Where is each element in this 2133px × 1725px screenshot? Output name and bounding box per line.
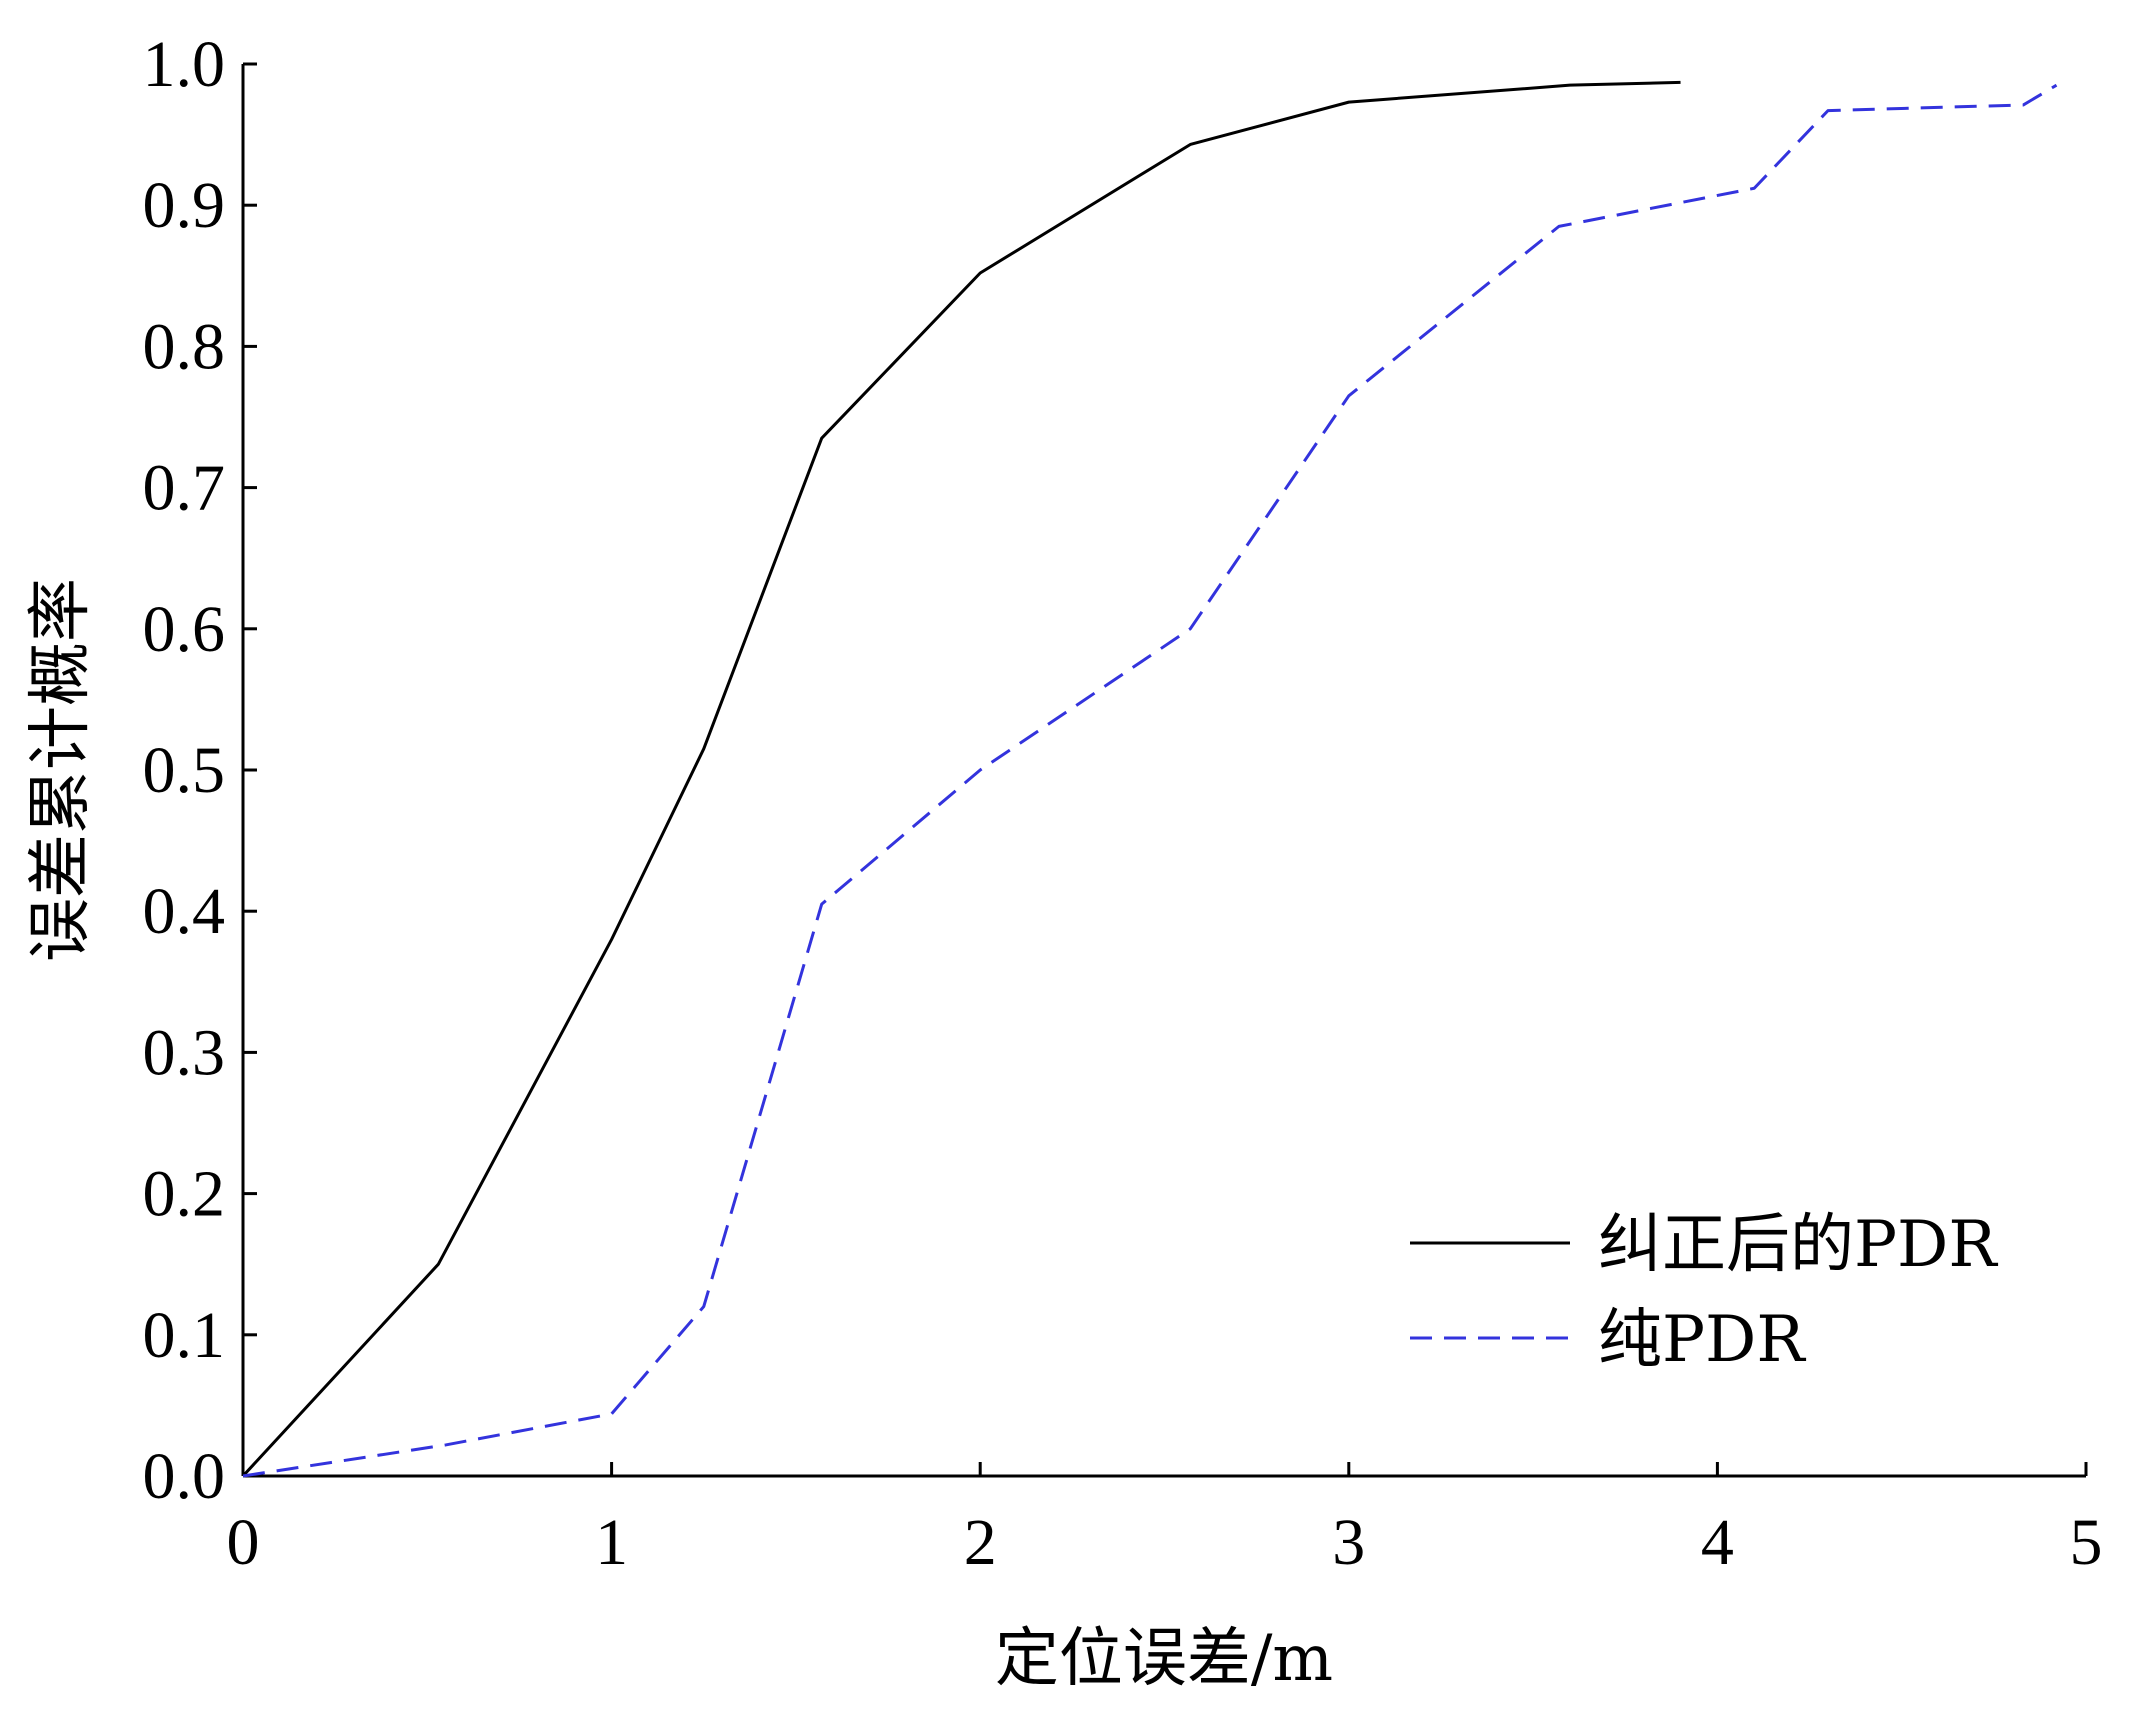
y-tick-label: 1.0 — [143, 28, 226, 101]
series-line-corrected-pdr — [241, 80, 1681, 1478]
y-tick-label: 0.8 — [143, 310, 226, 383]
x-tick-label: 1 — [595, 1506, 628, 1579]
x-tick-label: 4 — [1701, 1506, 1734, 1579]
x-tick-label: 5 — [2070, 1506, 2103, 1579]
y-tick-label: 0.3 — [143, 1016, 226, 1089]
legend-label-pure-pdr: 纯PDR — [1598, 1303, 1806, 1377]
series-layer — [241, 80, 2058, 1478]
x-axis-title: 定位误差/m — [995, 1622, 1333, 1696]
x-tick-label: 2 — [964, 1506, 997, 1579]
y-tick-label: 0.2 — [143, 1158, 226, 1231]
y-tick-label: 0.7 — [143, 452, 226, 525]
y-tick-label: 0.1 — [143, 1299, 226, 1372]
y-tick-label: 0.5 — [143, 734, 226, 807]
y-tick-label: 0.6 — [143, 593, 226, 666]
x-tick-label: 3 — [1332, 1506, 1365, 1579]
y-axis-title: 误差累计概率 — [24, 578, 98, 962]
x-tick-label: 0 — [227, 1506, 260, 1579]
legend-label-corrected-pdr: 纠正后的PDR — [1598, 1208, 1998, 1282]
legend: 纠正后的PDR 纯PDR — [1410, 1208, 1998, 1377]
x-ticks: 0 1 2 3 4 5 — [227, 1462, 2103, 1579]
y-ticks: 0.0 0.1 0.2 0.3 0.4 0.5 0.6 0.7 0.8 0.9 1.0 — [143, 28, 257, 1513]
series-line-pure-pdr — [242, 83, 2058, 1478]
y-tick-label: 0.0 — [143, 1440, 226, 1513]
y-tick-label: 0.9 — [143, 169, 226, 242]
y-tick-label: 0.4 — [143, 875, 226, 948]
